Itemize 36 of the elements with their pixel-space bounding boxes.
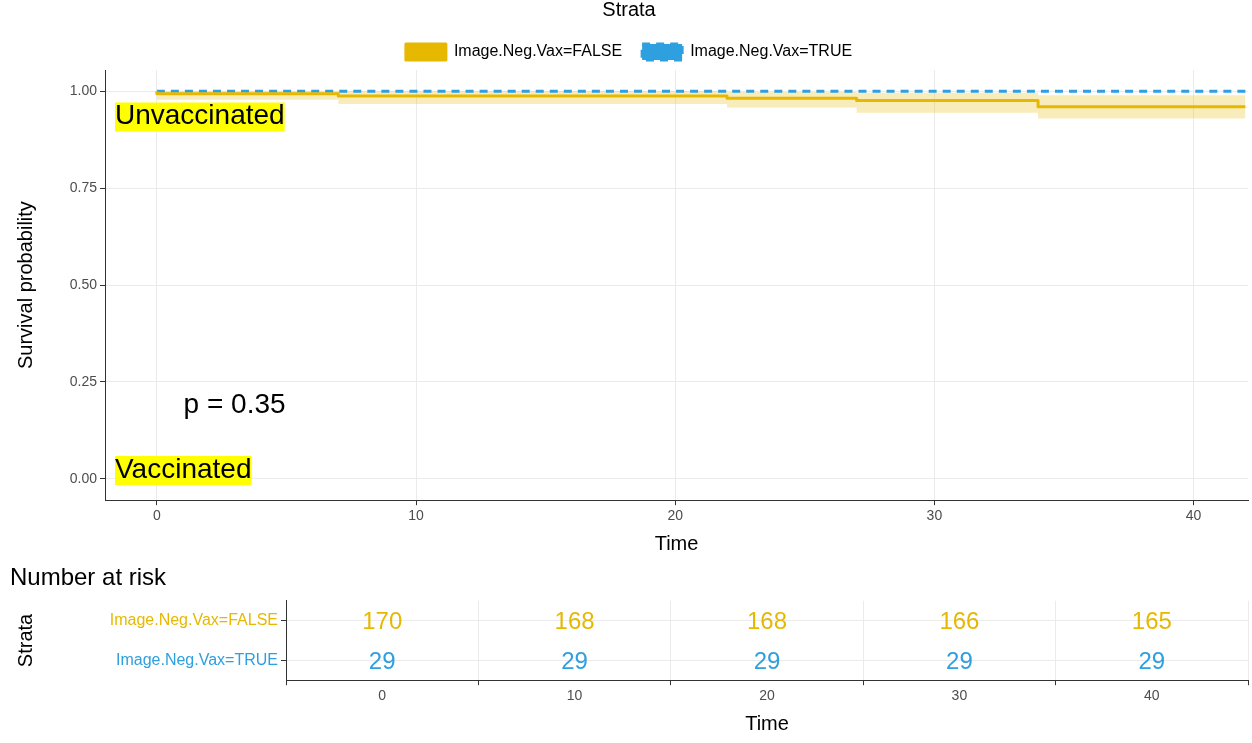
annotation: p = 0.35	[183, 388, 286, 420]
text: Number at risk	[10, 563, 168, 591]
x-axis-title: Time	[745, 711, 789, 734]
legend-label: Image.Neg.Vax=TRUE	[690, 42, 853, 60]
x-tick-label: 20	[667, 507, 684, 524]
y-tick-label: 0.25	[69, 372, 98, 389]
y-axis-title: Survival probability	[13, 201, 36, 370]
legend-label: Image.Neg.Vax=FALSE	[453, 42, 623, 60]
x-tick-label: 20	[759, 687, 775, 704]
data-label: 29	[1138, 646, 1166, 674]
data-label: 170	[362, 607, 403, 635]
y-tick-label: 0.50	[69, 275, 98, 292]
x-tick-label: 0	[152, 507, 161, 524]
y-axis-title: Strata	[13, 612, 36, 668]
legend-title: Strata	[602, 0, 657, 20]
data-label: 29	[368, 646, 396, 674]
annotation: Vaccinated	[115, 452, 252, 484]
data-label: 168	[554, 607, 595, 635]
data-label: 166	[939, 607, 980, 635]
y-tick-label: 1.00	[69, 82, 98, 99]
x-tick-label: 10	[566, 687, 583, 704]
x-tick-label: 30	[951, 687, 968, 704]
x-tick-label: 40	[1185, 507, 1202, 524]
x-tick-label: 10	[408, 507, 425, 524]
y-tick-label: 0.00	[69, 469, 98, 486]
x-axis-title: Time	[654, 531, 699, 554]
data-label: 165	[1131, 607, 1172, 635]
data-label: 29	[946, 646, 973, 674]
x-tick-label: 40	[1144, 687, 1160, 704]
data-label: 29	[561, 646, 588, 674]
annotation: Unvaccinated	[115, 99, 285, 131]
data-label: 29	[753, 646, 781, 674]
y-tick-label: 0.75	[69, 179, 98, 196]
x-tick-label: 0	[378, 687, 387, 704]
x-tick-label: 30	[926, 507, 943, 524]
data-label: 168	[746, 607, 788, 635]
